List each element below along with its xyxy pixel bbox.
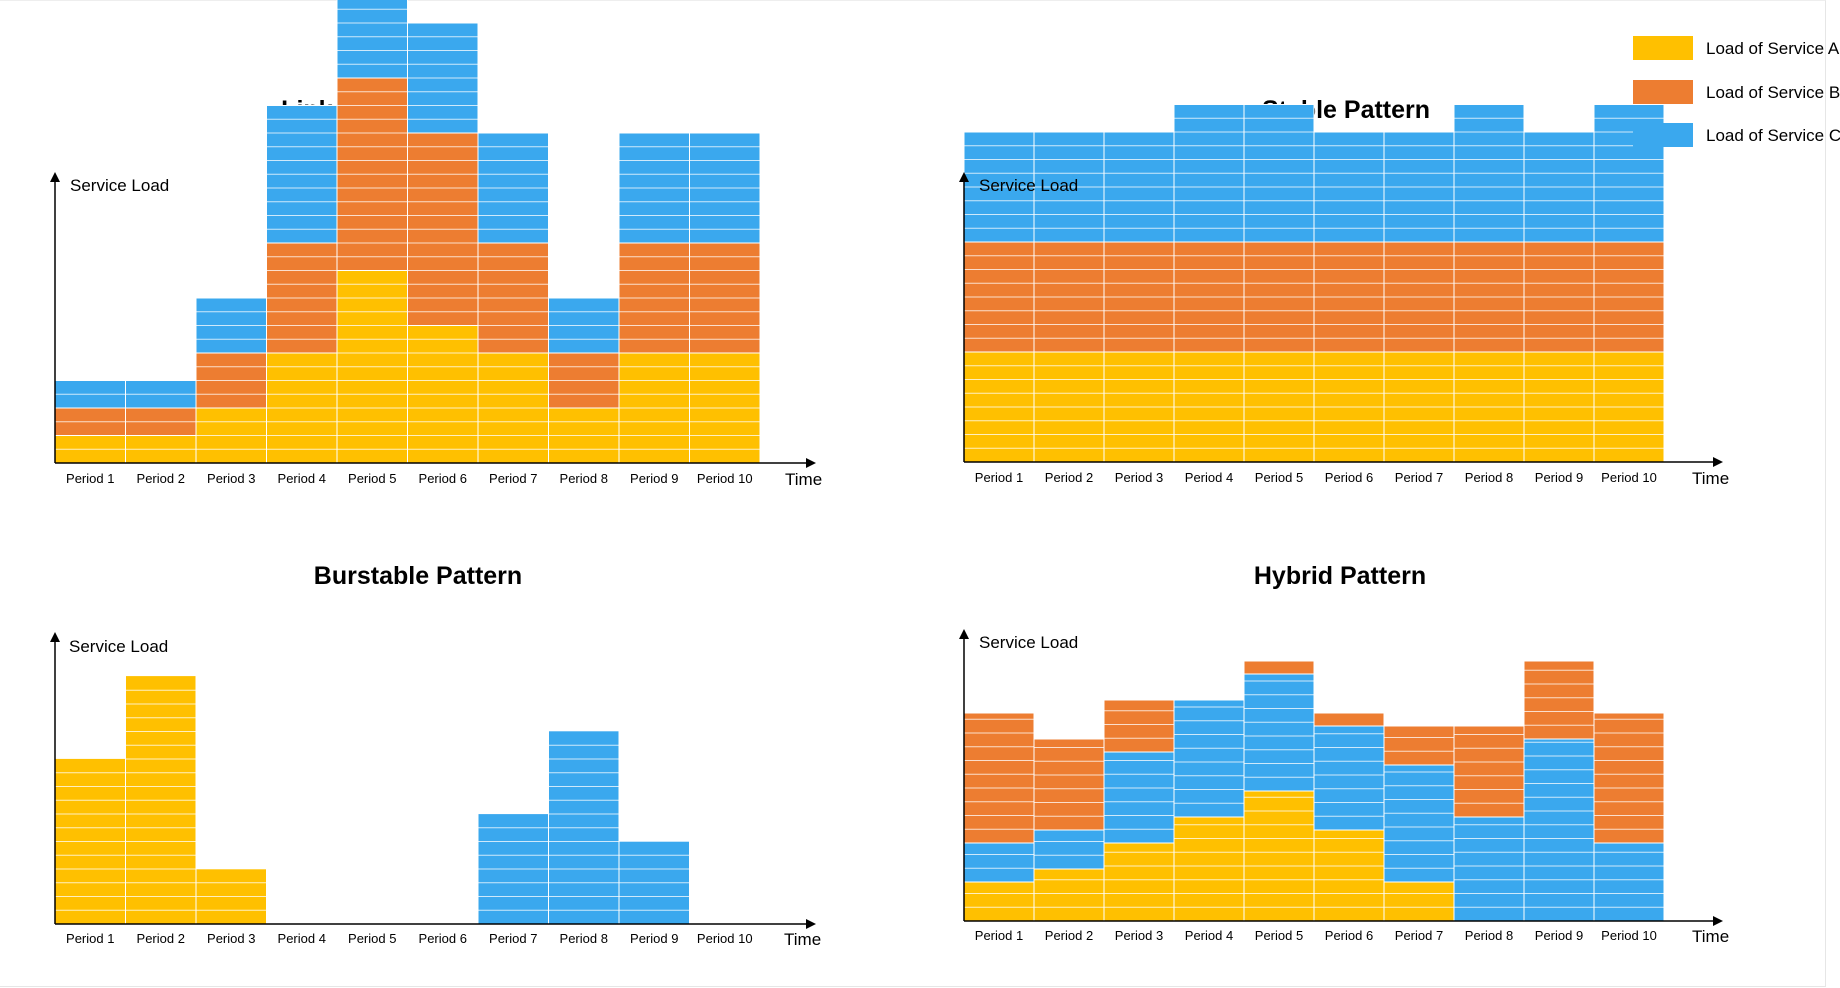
burstable-pattern-tick-period-7: Period 7 xyxy=(489,931,537,946)
burstable-pattern-tick-period-9: Period 9 xyxy=(630,931,678,946)
burstable-pattern-tick-period-3: Period 3 xyxy=(207,931,255,946)
hybrid-pattern-bar-period-3-service_a xyxy=(1103,842,1175,922)
stable-pattern-tick-period-1: Period 1 xyxy=(975,470,1023,485)
stable-pattern-x-axis-arrow xyxy=(1713,457,1723,467)
hybrid-pattern-bar-period-1-service_b xyxy=(963,712,1035,844)
hybrid-pattern-bar-period-7-service_a xyxy=(1383,881,1455,922)
burstable-pattern-tick-period-2: Period 2 xyxy=(137,931,185,946)
linked-pattern-tick-period-6: Period 6 xyxy=(419,471,467,486)
hybrid-pattern-bar-period-3-service_b xyxy=(1103,699,1175,753)
hybrid-pattern-bar-period-6-service_b xyxy=(1313,712,1385,727)
hybrid-pattern-bar-period-2-service_b xyxy=(1033,738,1105,831)
stable-pattern-tick-period-9: Period 9 xyxy=(1535,470,1583,485)
hybrid-pattern-tick-period-10: Period 10 xyxy=(1601,928,1657,943)
hybrid-pattern-bar-period-5-service_a xyxy=(1243,790,1315,922)
linked-pattern-tick-period-3: Period 3 xyxy=(207,471,255,486)
stable-pattern-tick-period-6: Period 6 xyxy=(1325,470,1373,485)
linked-pattern-x-label: Time xyxy=(785,470,822,489)
linked-pattern-bar-period-5-service_c xyxy=(336,0,408,79)
hybrid-pattern-bar-period-8-service_b xyxy=(1453,725,1525,818)
hybrid-pattern-tick-period-6: Period 6 xyxy=(1325,928,1373,943)
legend-label-load-of-service-b: Load of Service B xyxy=(1706,83,1840,102)
hybrid-pattern-tick-period-9: Period 9 xyxy=(1535,928,1583,943)
hybrid-pattern-x-label: Time xyxy=(1692,927,1729,946)
linked-pattern-x-axis-arrow xyxy=(806,458,816,468)
hybrid-pattern-bar-period-10-service_c xyxy=(1593,842,1665,922)
linked-pattern-tick-period-9: Period 9 xyxy=(630,471,678,486)
stable-pattern-x-label: Time xyxy=(1692,469,1729,488)
hybrid-pattern-bar-period-8-service_c xyxy=(1453,816,1525,922)
hybrid-pattern-bar-period-5-service_c xyxy=(1243,673,1315,792)
hybrid-pattern-y-axis-arrow xyxy=(959,629,969,639)
hybrid-pattern-tick-period-1: Period 1 xyxy=(975,928,1023,943)
hybrid-pattern-bar-period-2-service_c xyxy=(1033,829,1105,870)
legend-label-load-of-service-c: Load of Service C xyxy=(1706,126,1840,145)
hybrid-pattern-bar-period-2-service_a xyxy=(1033,868,1105,922)
burstable-pattern-tick-period-6: Period 6 xyxy=(419,931,467,946)
hybrid-pattern-tick-period-5: Period 5 xyxy=(1255,928,1303,943)
hybrid-pattern-tick-period-7: Period 7 xyxy=(1395,928,1443,943)
linked-pattern-tick-period-2: Period 2 xyxy=(137,471,185,486)
legend-swatch-load-of-service-a xyxy=(1633,36,1693,60)
hybrid-pattern-tick-period-4: Period 4 xyxy=(1185,928,1233,943)
linked-pattern-tick-period-8: Period 8 xyxy=(560,471,608,486)
linked-pattern-tick-period-5: Period 5 xyxy=(348,471,396,486)
stable-pattern-tick-period-10: Period 10 xyxy=(1601,470,1657,485)
hybrid-pattern-bar-period-4-service_c xyxy=(1173,699,1245,818)
hybrid-pattern-bar-period-9-service_b xyxy=(1523,660,1595,740)
burstable-pattern-tick-period-1: Period 1 xyxy=(66,931,114,946)
burstable-pattern-tick-period-10: Period 10 xyxy=(697,931,753,946)
linked-pattern-tick-period-10: Period 10 xyxy=(697,471,753,486)
hybrid-pattern-bar-period-7-service_b xyxy=(1383,725,1455,766)
hybrid-pattern-bar-period-7-service_c xyxy=(1383,764,1455,883)
burstable-pattern-tick-period-4: Period 4 xyxy=(278,931,326,946)
hybrid-pattern-tick-period-8: Period 8 xyxy=(1465,928,1513,943)
hybrid-pattern-tick-period-2: Period 2 xyxy=(1045,928,1093,943)
hybrid-pattern-bar-period-5-service_b xyxy=(1243,660,1315,675)
hybrid-pattern-bar-period-6-service_c xyxy=(1313,725,1385,831)
linked-pattern-y-label: Service Load xyxy=(70,176,169,195)
hybrid-pattern-x-axis-arrow xyxy=(1713,916,1723,926)
legend-swatch-load-of-service-c xyxy=(1633,123,1693,147)
hybrid-pattern-title: Hybrid Pattern xyxy=(1254,562,1426,590)
burstable-pattern-x-axis-arrow xyxy=(806,919,816,929)
linked-pattern-tick-period-4: Period 4 xyxy=(278,471,326,486)
stable-pattern-tick-period-4: Period 4 xyxy=(1185,470,1233,485)
hybrid-pattern-bar-period-4-service_a xyxy=(1173,816,1245,922)
hybrid-pattern-y-label: Service Load xyxy=(979,633,1078,652)
stable-pattern-tick-period-8: Period 8 xyxy=(1465,470,1513,485)
linked-pattern-y-axis-arrow xyxy=(50,172,60,182)
hybrid-pattern-bar-period-1-service_a xyxy=(963,881,1035,922)
burstable-pattern-x-label: Time xyxy=(784,930,821,949)
hybrid-pattern-bar-period-10-service_b xyxy=(1593,712,1665,844)
legend-label-load-of-service-a: Load of Service A xyxy=(1706,39,1840,58)
stable-pattern-tick-period-5: Period 5 xyxy=(1255,470,1303,485)
stable-pattern-tick-period-3: Period 3 xyxy=(1115,470,1163,485)
linked-pattern-tick-period-1: Period 1 xyxy=(66,471,114,486)
burstable-pattern-y-axis-arrow xyxy=(50,632,60,642)
stable-pattern-tick-period-2: Period 2 xyxy=(1045,470,1093,485)
burstable-pattern-tick-period-5: Period 5 xyxy=(348,931,396,946)
hybrid-pattern-bar-period-3-service_c xyxy=(1103,751,1175,844)
stable-pattern-tick-period-7: Period 7 xyxy=(1395,470,1443,485)
legend-swatch-load-of-service-b xyxy=(1633,80,1693,104)
burstable-pattern-y-label: Service Load xyxy=(69,637,168,656)
hybrid-pattern-tick-period-3: Period 3 xyxy=(1115,928,1163,943)
stable-pattern-y-label: Service Load xyxy=(979,176,1078,195)
burstable-pattern-title: Burstable Pattern xyxy=(314,562,522,590)
hybrid-pattern-bar-period-1-service_c xyxy=(963,842,1035,883)
stable-pattern-y-axis-arrow xyxy=(959,172,969,182)
linked-pattern-tick-period-7: Period 7 xyxy=(489,471,537,486)
burstable-pattern-tick-period-8: Period 8 xyxy=(560,931,608,946)
